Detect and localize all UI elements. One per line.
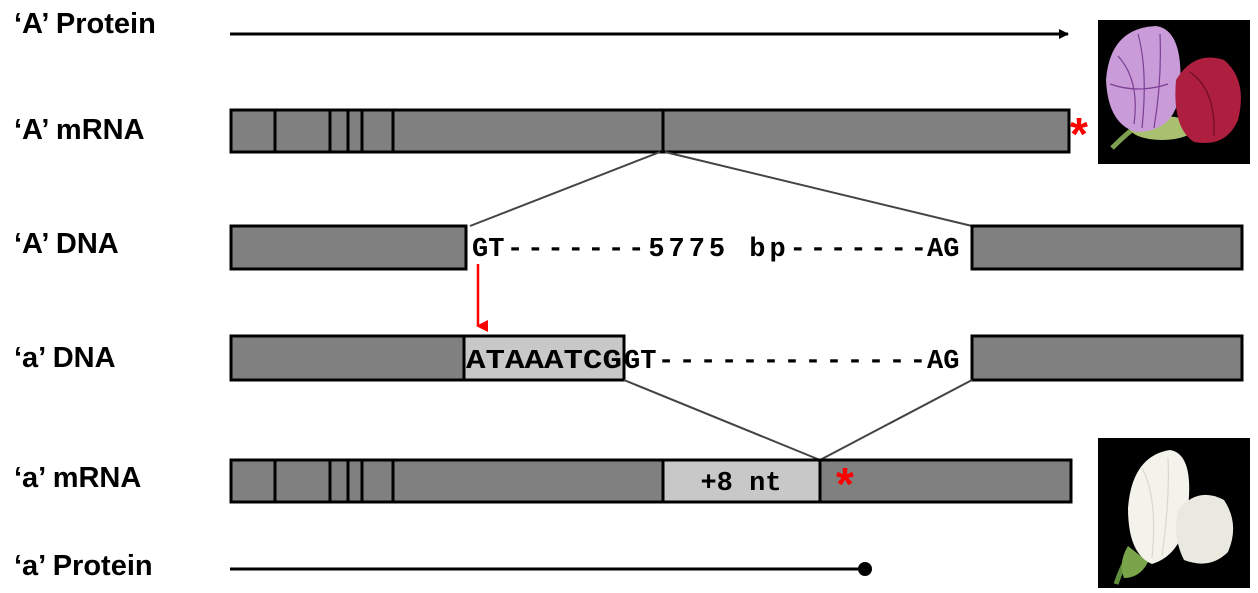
- A-splice-line-right: [664, 151, 973, 227]
- a-dna-exon-right: [970, 334, 1244, 382]
- a-dna-donor-site: GT: [624, 347, 656, 377]
- a-dna-intron: -------------: [658, 347, 926, 377]
- A-dna-intron: -------5775 bp-------: [507, 235, 927, 265]
- A-mrna-bar: [229, 108, 1071, 154]
- A-splice-line-left: [469, 151, 661, 227]
- label-A-mrna: ‘A’ mRNA: [14, 114, 145, 146]
- purple-pea-flower-image: [1098, 20, 1250, 164]
- a-mrna-stop-asterisk: *: [836, 458, 854, 510]
- label-a-protein: ‘a’ Protein: [14, 550, 153, 582]
- a-mrna-bar: [229, 458, 1073, 504]
- A-dna-exon-left: [229, 224, 468, 271]
- A-mrna-stop-asterisk: *: [1070, 108, 1088, 160]
- a-protein-end-dot: [858, 562, 872, 576]
- A-dna-acceptor-site: AG: [927, 235, 959, 265]
- a-dna-insert-sequence: ATAAATCG: [466, 347, 622, 377]
- a-dna-exon-left: [229, 334, 466, 382]
- a-dna-acceptor-site: AG: [927, 347, 959, 377]
- label-a-mrna: ‘a’ mRNA: [14, 462, 142, 494]
- a-mrna-insertion-label: +8 nt: [700, 469, 781, 499]
- A-dna-exon-right: [970, 224, 1244, 271]
- label-a-dna: ‘a’ DNA: [14, 342, 116, 374]
- label-A-dna: ‘A’ DNA: [14, 228, 119, 260]
- white-pea-flower-image: [1098, 438, 1250, 588]
- a-splice-line-right: [819, 379, 973, 461]
- a-mrna-insertion-block: [661, 458, 822, 504]
- a-dna-insert-box: [462, 334, 626, 382]
- A-dna-donor-site: GT: [472, 235, 504, 265]
- a-splice-line-left: [623, 379, 821, 461]
- label-A-protein: ‘A’ Protein: [14, 8, 156, 40]
